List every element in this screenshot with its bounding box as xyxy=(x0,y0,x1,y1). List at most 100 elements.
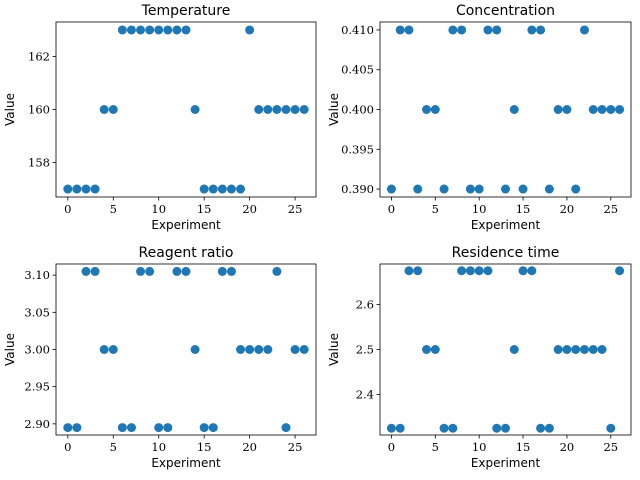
y-tick-label: 0.400 xyxy=(341,103,374,117)
x-tick-label: 10 xyxy=(472,202,487,216)
data-point xyxy=(81,184,91,194)
data-point xyxy=(299,105,309,114)
x-tick-label: 25 xyxy=(603,440,618,454)
data-point xyxy=(63,423,73,433)
data-point xyxy=(439,184,449,194)
data-point xyxy=(72,184,82,194)
y-tick-label: 3.00 xyxy=(24,343,50,357)
y-tick-label: 0.390 xyxy=(341,182,374,196)
data-point xyxy=(509,345,519,354)
data-point xyxy=(90,266,100,276)
data-point xyxy=(226,266,236,276)
x-axis-label: Experiment xyxy=(471,456,541,470)
x-axis-label: Experiment xyxy=(471,218,541,232)
data-point xyxy=(413,266,423,276)
data-point xyxy=(190,105,200,114)
y-axis-label: Value xyxy=(327,333,341,366)
y-tick-label: 0.405 xyxy=(341,63,374,77)
data-point xyxy=(579,345,589,354)
data-point xyxy=(386,423,396,433)
y-tick-label: 2.4 xyxy=(356,388,374,402)
data-point xyxy=(136,266,146,276)
data-point xyxy=(501,184,510,194)
data-point xyxy=(254,345,264,354)
data-point xyxy=(536,423,546,433)
data-point xyxy=(108,105,118,114)
data-point xyxy=(226,184,236,194)
data-point xyxy=(245,25,255,35)
data-point xyxy=(571,345,581,354)
data-point xyxy=(395,423,405,433)
data-point xyxy=(606,105,616,114)
data-point xyxy=(518,266,528,276)
data-point xyxy=(154,423,164,433)
x-tick-label: 25 xyxy=(288,440,303,454)
data-point xyxy=(527,25,537,35)
data-point xyxy=(63,184,73,194)
data-point xyxy=(99,345,109,354)
y-tick-label: 0.395 xyxy=(341,142,374,156)
data-point xyxy=(483,25,493,35)
data-point xyxy=(117,25,127,35)
data-point xyxy=(217,184,227,194)
data-point xyxy=(597,105,607,114)
data-point xyxy=(272,266,282,276)
data-point xyxy=(465,266,475,276)
data-point xyxy=(236,184,246,194)
data-point xyxy=(181,25,191,35)
y-axis-label: Value xyxy=(327,93,341,126)
x-tick-label: 20 xyxy=(242,202,257,216)
data-point xyxy=(136,25,146,35)
data-point xyxy=(553,105,563,114)
data-point xyxy=(553,345,563,354)
y-tick-label: 160 xyxy=(28,103,50,117)
data-point xyxy=(501,423,510,433)
data-point xyxy=(404,25,414,35)
data-point xyxy=(208,423,218,433)
y-tick-label: 3.10 xyxy=(24,268,50,282)
data-point xyxy=(562,105,572,114)
data-point xyxy=(199,423,209,433)
x-tick-label: 25 xyxy=(603,202,618,216)
data-point xyxy=(588,345,598,354)
data-point xyxy=(562,345,572,354)
data-point xyxy=(272,105,282,114)
data-point xyxy=(208,184,218,194)
data-point xyxy=(430,345,440,354)
data-point xyxy=(172,25,182,35)
y-tick-label: 2.90 xyxy=(24,417,50,431)
x-tick-label: 15 xyxy=(516,440,531,454)
data-point xyxy=(457,25,467,35)
data-point xyxy=(579,25,589,35)
data-point xyxy=(145,266,155,276)
x-tick-label: 20 xyxy=(242,440,257,454)
data-point xyxy=(509,105,519,114)
data-point xyxy=(518,184,528,194)
data-point xyxy=(448,423,458,433)
data-point xyxy=(290,105,300,114)
data-point xyxy=(439,423,449,433)
data-point xyxy=(290,345,300,354)
x-axis-label: Experiment xyxy=(151,218,221,232)
data-point xyxy=(172,266,182,276)
data-point xyxy=(430,105,440,114)
y-tick-label: 2.5 xyxy=(356,343,374,357)
y-tick-label: 2.6 xyxy=(356,298,374,312)
data-point xyxy=(154,25,164,35)
x-tick-label: 25 xyxy=(288,202,303,216)
x-tick-label: 15 xyxy=(197,202,212,216)
x-tick-label: 5 xyxy=(110,202,117,216)
data-point xyxy=(544,423,554,433)
x-tick-label: 15 xyxy=(197,440,212,454)
data-point xyxy=(199,184,209,194)
data-point xyxy=(281,423,291,433)
data-point xyxy=(474,266,484,276)
y-tick-label: 2.95 xyxy=(24,380,50,394)
data-point xyxy=(422,345,432,354)
data-point xyxy=(263,345,273,354)
y-tick-label: 3.05 xyxy=(24,305,50,319)
data-point xyxy=(254,105,264,114)
data-point xyxy=(281,105,291,114)
x-tick-label: 10 xyxy=(472,440,487,454)
